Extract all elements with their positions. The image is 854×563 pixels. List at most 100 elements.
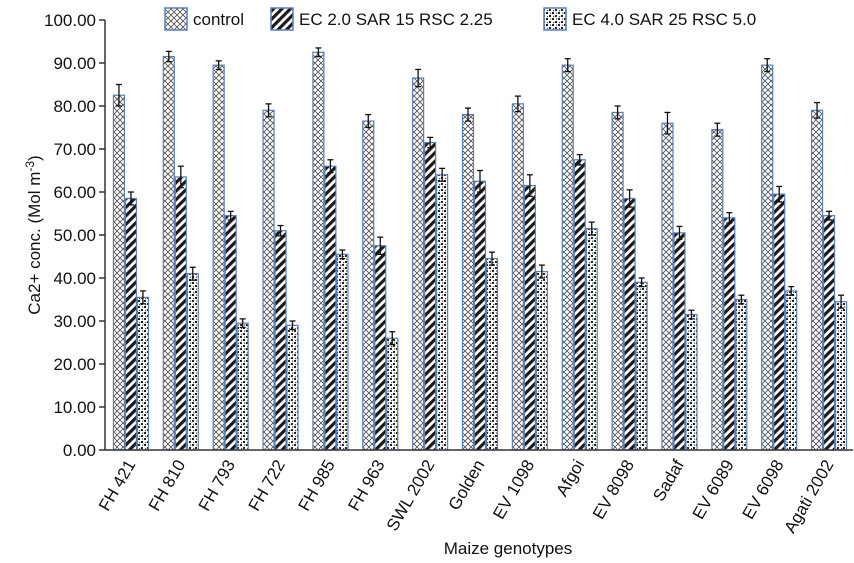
bar-ev-8098-s1 [623,197,636,451]
error-bar [277,224,284,237]
bar-ev-8098-s2 [635,281,648,451]
bar-agati-2002-s2 [834,301,848,451]
error-bar [564,58,571,73]
bar-ev-6098-s1 [773,193,786,451]
error-bar [538,264,545,279]
y-tick-label: 10.00 [53,398,96,417]
error-bar [265,103,272,118]
y-tick-label: 100.00 [44,11,96,30]
error-bar [177,165,184,189]
error-bar [714,122,721,137]
bar-ev-6089-s1 [723,217,736,451]
bar-fh-963-s1 [374,245,387,451]
x-tick-label: EV 1098 [489,457,538,523]
error-bar [365,113,372,129]
error-bar [676,225,683,240]
bar-fh-810-s0 [162,55,175,451]
error-bar [614,105,621,120]
bar-agati-2002-s0 [810,109,824,451]
bar-fh-421-s2 [136,296,150,451]
error-bar [227,210,234,221]
bar-afgoi-s1 [573,159,586,451]
y-tick-label: 30.00 [53,312,96,331]
error-bar [339,249,346,260]
y-tick-label: 20.00 [53,355,96,374]
error-bar [638,277,645,288]
bar-fh-810-s1 [174,176,187,451]
error-bar [189,266,196,281]
bar-fh-963-s2 [386,337,399,451]
legend-entry-control: control [164,7,244,31]
x-tick-label: Golden [445,457,489,514]
bar-golden-s0 [461,113,475,451]
x-tick-label: EV 8098 [589,457,638,523]
error-bar [127,191,134,206]
y-tick-label: 80.00 [53,97,96,116]
legend-swatch-control [164,7,188,31]
bar-fh-985-s0 [312,51,325,451]
bar-fh-985-s1 [324,165,337,451]
error-bar [439,167,446,182]
error-bar [139,290,146,305]
x-tick-label: Agati 2002 [780,457,837,537]
x-tick-label: FH 963 [344,457,388,515]
legend-label-ec2: EC 2.0 SAR 15 RSC 2.25 [299,10,493,29]
bar-fh-722-s2 [286,324,299,451]
x-tick-label: FH 793 [195,457,239,515]
error-bar [215,60,222,71]
error-bar [664,111,671,135]
error-bar [526,174,533,197]
bar-fh-722-s1 [274,230,287,451]
error-bar [315,47,322,58]
bar-ev-1098-s2 [535,270,548,451]
bar-agati-2002-s1 [822,215,836,451]
bar-afgoi-s2 [585,227,598,451]
x-tick-label: SWL 2002 [383,456,439,534]
bar-swl-2002-s1 [424,141,437,451]
bar-fh-722-s0 [262,109,275,451]
bar-fh-421-s0 [112,94,126,451]
y-tick-label: 0.00 [63,441,96,460]
legend-label-control: control [193,10,244,29]
x-tick-label: Afgoi [552,457,588,500]
error-bar [427,136,434,149]
x-axis-title: Maize genotypes [444,539,573,558]
bar-sadaf-s1 [673,232,686,451]
error-bar [688,309,695,320]
error-bar [788,285,795,296]
error-bar [489,251,495,266]
bar-golden-s1 [473,180,487,451]
error-bar [239,318,246,329]
bar-ev-8098-s0 [611,111,624,451]
y-axis-title: Ca2+ conc. (Mol m-3) [23,155,44,314]
bar-ev-6089-s2 [735,298,748,451]
bar-fh-810-s2 [186,273,199,451]
legend-entry-ec2: EC 2.0 SAR 15 RSC 2.25 [270,7,493,31]
error-bar [115,83,122,107]
x-tick-label: FH 810 [145,457,189,515]
bar-fh-985-s2 [336,253,349,451]
bar-swl-2002-s0 [412,77,425,451]
x-tick-label: Sadaf [649,456,688,504]
bar-fh-793-s0 [212,64,225,451]
error-bar [289,320,296,331]
x-tick-label: EV 6089 [689,457,738,523]
error-bar [514,95,521,113]
legend-swatch-ec2 [270,7,294,31]
error-bar [588,221,595,236]
bar-ev-1098-s1 [523,184,536,451]
x-tick-label: FH 985 [295,457,339,515]
x-tick-label: FH 421 [95,457,139,515]
x-tick-label: FH 722 [245,457,289,515]
bar-swl-2002-s2 [436,174,449,451]
bar-ev-6098-s2 [785,290,798,451]
x-tick-label: EV 6098 [739,457,788,523]
y-tick-label: 90.00 [53,54,96,73]
y-tick-label: 50.00 [53,226,96,245]
bar-fh-793-s2 [236,322,249,451]
bar-fh-963-s0 [362,120,375,451]
legend-swatch-ec4 [543,7,567,31]
error-bar [576,153,583,166]
bar-sadaf-s0 [661,122,674,451]
